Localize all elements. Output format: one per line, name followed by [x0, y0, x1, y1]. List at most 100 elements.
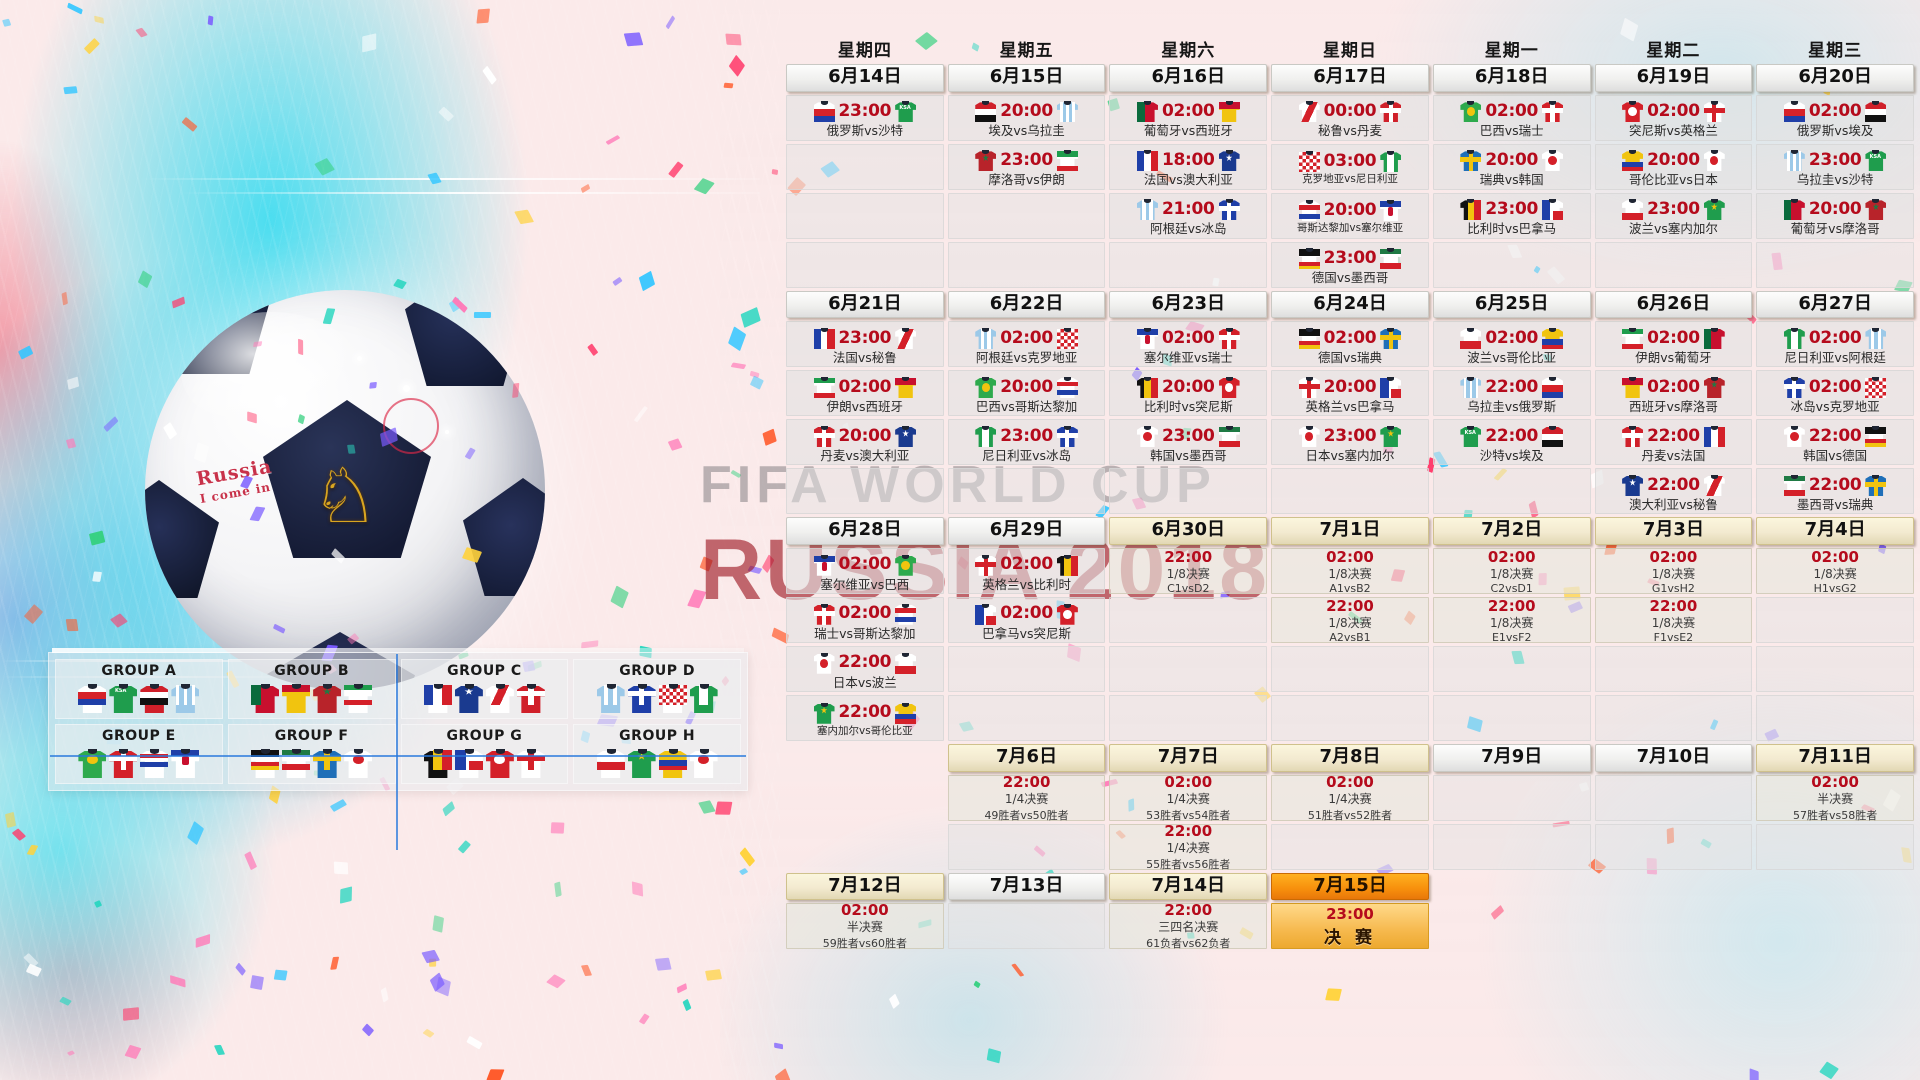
- match-cell[interactable]: 22:00 塞内加尔vs哥伦比亚: [786, 695, 944, 742]
- date-header-6月18日[interactable]: 6月18日: [1432, 64, 1591, 92]
- match-cell[interactable]: 02:00 尼日利亚vs阿根廷: [1756, 321, 1914, 368]
- match-cell[interactable]: 02:00 葡萄牙vs西班牙: [1109, 94, 1268, 141]
- match-cell[interactable]: 22:00 日本vs波兰: [786, 646, 944, 693]
- match-cell[interactable]: 20:00 埃及vs乌拉圭: [947, 94, 1106, 141]
- knockout-match-cell[interactable]: 02:00 1/4决赛 53胜者vs54胜者: [1109, 773, 1268, 822]
- match-cell[interactable]: 03:00 克罗地亚vs尼日利亚: [1271, 143, 1429, 190]
- date-header-6月25日[interactable]: 6月25日: [1432, 290, 1591, 319]
- match-cell[interactable]: KSA 22:00 沙特vs埃及: [1432, 419, 1591, 466]
- match-cell[interactable]: 20:00 巴西vs哥斯达黎加: [947, 370, 1106, 417]
- match-cell[interactable]: 02:00 德国vs瑞典: [1271, 321, 1429, 368]
- date-header-6月30日[interactable]: 6月30日: [1109, 517, 1268, 546]
- date-header-6月26日[interactable]: 6月26日: [1594, 290, 1753, 319]
- match-cell[interactable]: 23:00 尼日利亚vs冰岛: [947, 419, 1106, 466]
- date-header-6月17日[interactable]: 6月17日: [1271, 64, 1429, 92]
- knockout-match-cell[interactable]: 22:00 1/8决赛 C1vsD2: [1109, 548, 1268, 595]
- match-cell[interactable]: 20:00 英格兰vs巴拿马: [1271, 370, 1429, 417]
- group-group-b[interactable]: GROUP B: [227, 659, 396, 719]
- match-cell[interactable]: 23:00 KSA 乌拉圭vs沙特: [1756, 143, 1914, 190]
- group-group-a[interactable]: GROUP A KSA: [55, 659, 223, 719]
- knockout-match-cell[interactable]: 02:00 半决赛 57胜者vs58胜者: [1756, 773, 1914, 822]
- group-group-h[interactable]: GROUP H: [573, 724, 741, 784]
- match-cell[interactable]: 02:00 伊朗vs葡萄牙: [1594, 321, 1753, 368]
- match-cell[interactable]: 22:00 澳大利亚vs秘鲁: [1594, 468, 1753, 515]
- match-cell[interactable]: 02:00 突尼斯vs英格兰: [1594, 94, 1753, 141]
- date-header-7月15日[interactable]: 7月15日: [1271, 872, 1429, 901]
- match-cell[interactable]: 23:00 日本vs塞内加尔: [1271, 419, 1429, 466]
- date-header-6月15日[interactable]: 6月15日: [947, 64, 1106, 92]
- knockout-match-cell[interactable]: 02:00 1/8决赛 C2vsD1: [1432, 548, 1591, 595]
- match-cell[interactable]: 20:00 哥斯达黎加vs塞尔维亚: [1271, 192, 1429, 239]
- group-group-e[interactable]: GROUP E: [55, 724, 223, 784]
- date-header-7月13日[interactable]: 7月13日: [947, 872, 1106, 901]
- match-cell[interactable]: 23:00 德国vs墨西哥: [1271, 241, 1429, 288]
- date-header-7月6日[interactable]: 7月6日: [947, 744, 1106, 772]
- date-header-7月2日[interactable]: 7月2日: [1432, 517, 1591, 546]
- match-cell[interactable]: 23:00 KSA 俄罗斯vs沙特: [786, 94, 944, 141]
- group-group-f[interactable]: GROUP F: [227, 724, 396, 784]
- date-header-7月3日[interactable]: 7月3日: [1594, 517, 1753, 546]
- date-header-6月28日[interactable]: 6月28日: [786, 517, 944, 546]
- date-header-7月1日[interactable]: 7月1日: [1271, 517, 1429, 546]
- match-cell[interactable]: 22:00 乌拉圭vs俄罗斯: [1432, 370, 1591, 417]
- match-cell[interactable]: 23:00 波兰vs塞内加尔: [1594, 192, 1753, 239]
- match-cell[interactable]: 02:00 阿根廷vs克罗地亚: [947, 321, 1106, 368]
- match-cell[interactable]: 02:00 巴西vs瑞士: [1432, 94, 1591, 141]
- match-cell[interactable]: 02:00 波兰vs哥伦比亚: [1432, 321, 1591, 368]
- match-cell[interactable]: 18:00 法国vs澳大利亚: [1109, 143, 1268, 190]
- match-cell[interactable]: 22:00 墨西哥vs瑞典: [1756, 468, 1914, 515]
- date-header-7月12日[interactable]: 7月12日: [786, 872, 944, 901]
- knockout-match-cell[interactable]: 22:00 三四名决赛 61负者vs62负者: [1109, 901, 1268, 950]
- match-cell[interactable]: 00:00 秘鲁vs丹麦: [1271, 94, 1429, 141]
- final-match-cell[interactable]: 23:00 决 赛: [1271, 903, 1429, 950]
- date-header-7月11日[interactable]: 7月11日: [1756, 744, 1914, 772]
- knockout-match-cell[interactable]: 02:00 1/8决赛 G1vsH2: [1594, 548, 1753, 595]
- date-header-6月22日[interactable]: 6月22日: [947, 290, 1106, 319]
- date-header-6月21日[interactable]: 6月21日: [786, 290, 944, 319]
- date-header-7月8日[interactable]: 7月8日: [1271, 744, 1429, 772]
- match-cell[interactable]: 02:00 巴拿马vs突尼斯: [947, 597, 1106, 644]
- knockout-match-cell[interactable]: 22:00 1/4决赛 49胜者vs50胜者: [947, 773, 1106, 822]
- date-header-7月4日[interactable]: 7月4日: [1756, 517, 1914, 546]
- date-header-7月7日[interactable]: 7月7日: [1109, 744, 1268, 772]
- date-header-6月16日[interactable]: 6月16日: [1109, 64, 1268, 92]
- match-cell[interactable]: 02:00 塞尔维亚vs瑞士: [1109, 321, 1268, 368]
- date-header-6月19日[interactable]: 6月19日: [1594, 64, 1753, 92]
- match-cell[interactable]: 23:00 法国vs秘鲁: [786, 321, 944, 368]
- match-cell[interactable]: 02:00 俄罗斯vs埃及: [1756, 94, 1914, 141]
- knockout-match-cell[interactable]: 22:00 1/8决赛 F1vsE2: [1594, 597, 1753, 644]
- date-header-6月23日[interactable]: 6月23日: [1109, 290, 1268, 319]
- match-cell[interactable]: 20:00 丹麦vs澳大利亚: [786, 419, 944, 466]
- match-cell[interactable]: 21:00 阿根廷vs冰岛: [1109, 192, 1268, 239]
- match-cell[interactable]: 02:00 西班牙vs摩洛哥: [1594, 370, 1753, 417]
- group-group-c[interactable]: GROUP C: [400, 659, 569, 719]
- match-cell[interactable]: 22:00 丹麦vs法国: [1594, 419, 1753, 466]
- knockout-match-cell[interactable]: 02:00 1/8决赛 H1vsG2: [1756, 548, 1914, 595]
- date-header-6月29日[interactable]: 6月29日: [947, 517, 1106, 546]
- knockout-match-cell[interactable]: 22:00 1/4决赛 55胜者vs56胜者: [1109, 822, 1268, 871]
- knockout-match-cell[interactable]: 02:00 半决赛 59胜者vs60胜者: [786, 901, 944, 950]
- match-cell[interactable]: 02:00 瑞士vs哥斯达黎加: [786, 597, 944, 644]
- knockout-match-cell[interactable]: 22:00 1/8决赛 E1vsF2: [1432, 597, 1591, 644]
- date-header-7月9日[interactable]: 7月9日: [1432, 744, 1591, 772]
- match-cell[interactable]: 02:00 英格兰vs比利时: [947, 548, 1106, 595]
- date-header-6月27日[interactable]: 6月27日: [1756, 290, 1914, 319]
- knockout-match-cell[interactable]: 02:00 1/4决赛 51胜者vs52胜者: [1271, 773, 1429, 822]
- date-header-7月10日[interactable]: 7月10日: [1594, 744, 1753, 772]
- match-cell[interactable]: 02:00 伊朗vs西班牙: [786, 370, 944, 417]
- date-header-6月14日[interactable]: 6月14日: [786, 64, 944, 92]
- knockout-match-cell[interactable]: 22:00 1/8决赛 A2vsB1: [1271, 597, 1429, 644]
- match-cell[interactable]: 23:00 韩国vs墨西哥: [1109, 419, 1268, 466]
- group-group-g[interactable]: GROUP G: [400, 724, 569, 784]
- date-header-6月24日[interactable]: 6月24日: [1271, 290, 1429, 319]
- knockout-match-cell[interactable]: 02:00 1/8决赛 A1vsB2: [1271, 548, 1429, 595]
- date-header-6月20日[interactable]: 6月20日: [1756, 64, 1914, 92]
- group-group-d[interactable]: GROUP D: [573, 659, 741, 719]
- match-cell[interactable]: 20:00 哥伦比亚vs日本: [1594, 143, 1753, 190]
- match-cell[interactable]: 23:00 比利时vs巴拿马: [1432, 192, 1591, 239]
- date-header-7月14日[interactable]: 7月14日: [1109, 872, 1268, 901]
- match-cell[interactable]: 22:00 韩国vs德国: [1756, 419, 1914, 466]
- match-cell[interactable]: 02:00 塞尔维亚vs巴西: [786, 548, 944, 595]
- match-cell[interactable]: 20:00 比利时vs突尼斯: [1109, 370, 1268, 417]
- match-cell[interactable]: 02:00 冰岛vs克罗地亚: [1756, 370, 1914, 417]
